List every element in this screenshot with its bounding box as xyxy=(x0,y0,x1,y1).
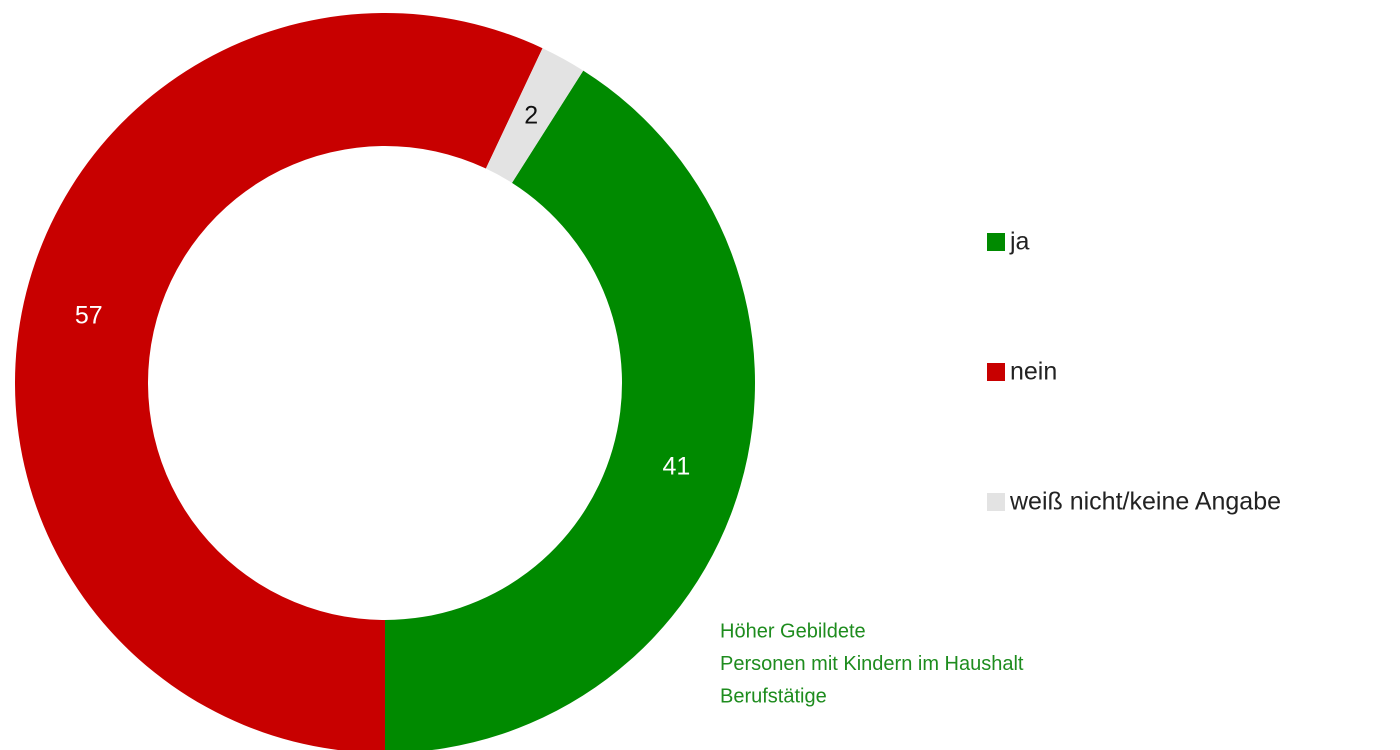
legend-label: ja xyxy=(1009,228,1030,256)
annotation: Personen mit Kindern im Haushalt xyxy=(720,653,1024,675)
slice xyxy=(385,70,755,750)
data-label: 41 xyxy=(663,452,691,480)
slice xyxy=(485,48,584,183)
legend-label: weiß nicht/keine Angabe xyxy=(1009,488,1281,516)
annotation: Höher Gebildete xyxy=(720,620,866,642)
legend-swatch xyxy=(987,363,1005,381)
data-label: 2 xyxy=(524,102,538,130)
slice xyxy=(15,13,543,750)
legend-swatch xyxy=(987,493,1005,511)
annotation: Berufstätige xyxy=(720,685,827,707)
data-label: 57 xyxy=(75,301,103,329)
legend-label: nein xyxy=(1010,358,1057,386)
legend-swatch xyxy=(987,233,1005,251)
